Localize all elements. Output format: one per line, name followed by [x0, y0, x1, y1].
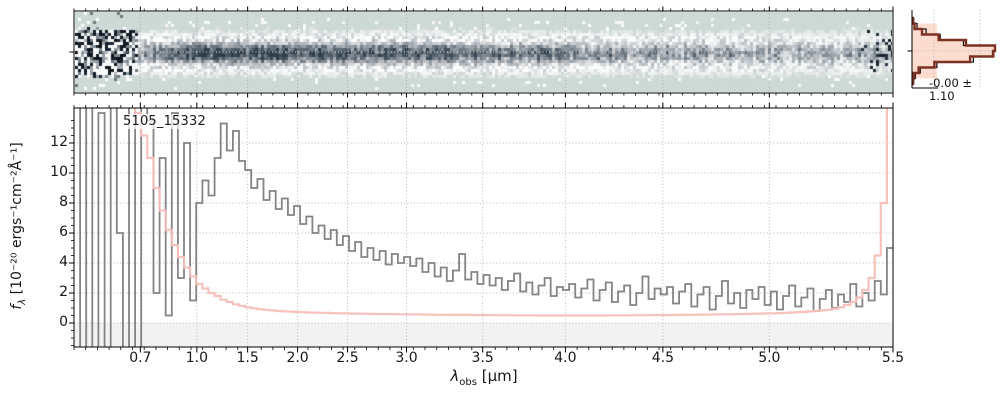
x-tick-label: 1.0: [185, 350, 208, 366]
y-tick-label: 8: [59, 194, 68, 210]
x-tick-label: 5.5: [881, 350, 905, 366]
y-tick-label: 2: [59, 284, 68, 300]
object-id-label: 5105_15332: [121, 114, 208, 129]
x-tick-label: 0.7: [129, 350, 152, 366]
y-tick-label: 12: [50, 134, 68, 150]
y-tick-label: 6: [59, 224, 68, 240]
x-tick-label: 1.5: [236, 350, 259, 366]
y-tick-label: 0: [59, 314, 68, 330]
y-axis-units: [10⁻²⁰ ergs⁻¹cm⁻²Å⁻¹]: [9, 142, 25, 299]
x-tick-label: 3.0: [395, 350, 418, 366]
y-tick-label: 4: [59, 254, 68, 270]
y-tick-label: 10: [50, 164, 68, 180]
y-axis-symbol: f: [9, 304, 25, 310]
x-tick-label: 4.0: [554, 350, 577, 366]
x-tick-label: 4.5: [651, 350, 674, 366]
2d-spectrum-heatmap: [75, 12, 892, 92]
y-axis-label: fλ [10⁻²⁰ ergs⁻¹cm⁻²Å⁻¹]: [7, 96, 28, 356]
x-axis-label: λobs [μm]: [450, 367, 517, 392]
x-tick-label: 5.0: [758, 350, 781, 366]
x-axis-symbol: λ: [450, 367, 460, 385]
x-axis-units: [μm]: [476, 367, 518, 385]
x-tick-label: 2.5: [336, 350, 359, 366]
y-axis-subscript: λ: [16, 298, 28, 305]
x-axis-subscript: obs: [459, 377, 477, 388]
x-tick-label: 2.0: [286, 350, 309, 366]
x-tick-label: 3.5: [471, 350, 494, 366]
residual-stats-label: -0.00 ± 1.10: [929, 76, 973, 103]
